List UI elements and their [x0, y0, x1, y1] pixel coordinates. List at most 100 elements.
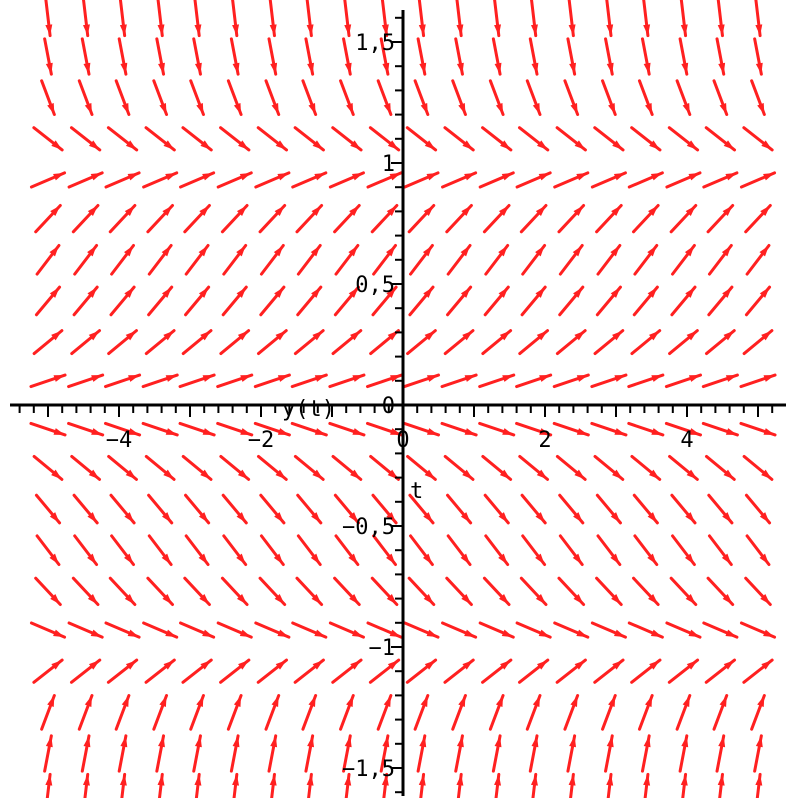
field-arrow-head [681, 735, 689, 748]
field-arrow-head [120, 62, 128, 75]
x-tick-label: 4 [680, 428, 693, 453]
field-arrow-head [611, 205, 622, 216]
field-arrow-head [574, 140, 586, 150]
field-arrow-head [236, 245, 246, 257]
field-arrow-head [760, 205, 771, 216]
field-arrow-head [202, 629, 214, 638]
field-arrow-head [498, 512, 509, 523]
field-arrow-head [576, 172, 588, 181]
field-arrow-head [608, 102, 616, 115]
field-arrow-head [202, 428, 215, 435]
field-arrow-head [271, 695, 279, 708]
field-arrow-head [424, 140, 436, 150]
field-arrow-head [53, 375, 66, 382]
field-arrow-head [718, 62, 726, 75]
field-arrow-head [163, 660, 175, 670]
field-arrow-head [420, 102, 428, 115]
field-arrow-head [648, 594, 659, 605]
field-arrow-head [386, 205, 397, 216]
axes: −4 −2 0 2 4 1,5 1 0,5 0 −0,5 −1 −1,5 t y(t) [10, 10, 786, 796]
field-arrow-head [128, 375, 140, 382]
field-arrow-head [464, 375, 477, 382]
field-arrow-head [348, 512, 359, 523]
field-arrow-head [647, 553, 657, 565]
field-arrow-head [273, 553, 284, 565]
field-arrow-head [461, 594, 472, 605]
field-arrow-head [45, 62, 53, 75]
field-arrow-head [238, 660, 249, 670]
field-arrow-head [462, 330, 473, 341]
field-arrow-head [240, 428, 252, 435]
field-arrow-head [464, 172, 476, 181]
field-arrow-head [236, 553, 246, 565]
field-arrow-head [386, 553, 396, 565]
field-arrow-head [161, 287, 172, 298]
field-arrow-head [460, 245, 471, 257]
field-arrow-head [232, 735, 240, 748]
field-arrow-head [686, 469, 698, 480]
field-arrow-head [159, 102, 167, 115]
field-arrow-head [390, 375, 402, 382]
field-arrow-head [536, 140, 548, 150]
field-arrow-head [239, 629, 252, 638]
field-arrow-head [573, 205, 584, 216]
field-arrow-head [535, 553, 545, 565]
field-arrow-head [53, 629, 65, 638]
field-arrow-head [386, 594, 397, 605]
field-arrow-head [458, 695, 466, 708]
field-arrow-head [572, 553, 583, 565]
field-arrow-head [87, 553, 97, 565]
field-arrow-head [424, 660, 436, 670]
field-arrow-head [194, 62, 202, 75]
field-arrow-head [462, 660, 474, 670]
field-arrow-head [610, 553, 620, 565]
field-arrow-head [426, 172, 439, 181]
field-arrow-head [238, 140, 249, 150]
field-arrow-head [311, 512, 321, 523]
field-arrow-head [606, 735, 614, 748]
field-arrow-head [569, 62, 577, 75]
field-arrow-head [573, 594, 584, 605]
field-arrow-head [87, 245, 97, 257]
field-arrow-head [350, 330, 361, 341]
y-axis-label: y(t) [282, 397, 335, 422]
field-arrow-head [314, 629, 326, 638]
field-arrow-head [423, 287, 434, 298]
field-arrow-head [84, 102, 92, 115]
field-arrow-head [199, 205, 210, 216]
field-arrow-head [570, 695, 578, 708]
field-arrow-head [494, 24, 502, 36]
field-arrow-head [572, 245, 583, 257]
field-arrow-head [49, 287, 60, 298]
field-arrow-head [576, 629, 588, 638]
field-arrow-head [277, 172, 289, 181]
y-tick-label: −1 [369, 636, 396, 661]
field-arrow-head [200, 469, 211, 480]
field-arrow-head [499, 330, 511, 341]
field-arrow-head [270, 735, 278, 748]
field-arrow-head [128, 428, 140, 435]
field-arrow-head [124, 594, 135, 605]
field-arrow-head [688, 375, 701, 382]
field-arrow-head [573, 512, 583, 523]
field-arrow-head [723, 330, 735, 341]
field-arrow-head [684, 553, 695, 565]
field-arrow-head [274, 594, 285, 605]
tick-labels: −4 −2 0 2 4 1,5 1 0,5 0 −0,5 −1 −1,5 [106, 31, 694, 782]
field-arrow-head [501, 629, 514, 638]
field-arrow-head [610, 287, 621, 298]
field-arrow-head [464, 629, 476, 638]
field-arrow-head [91, 375, 103, 382]
field-arrow-head [536, 469, 548, 480]
field-arrow-head [87, 512, 98, 523]
field-arrow-head [51, 140, 63, 150]
field-arrow-head [124, 512, 135, 523]
field-arrow-head [198, 245, 209, 257]
field-arrow-head [498, 553, 508, 565]
field-arrow-head [719, 695, 727, 708]
field-arrow-head [614, 375, 626, 382]
field-arrow-head [125, 330, 137, 341]
field-arrow-head [612, 469, 623, 480]
field-arrow-head [88, 660, 100, 670]
x-tick-label: −4 [106, 428, 133, 453]
